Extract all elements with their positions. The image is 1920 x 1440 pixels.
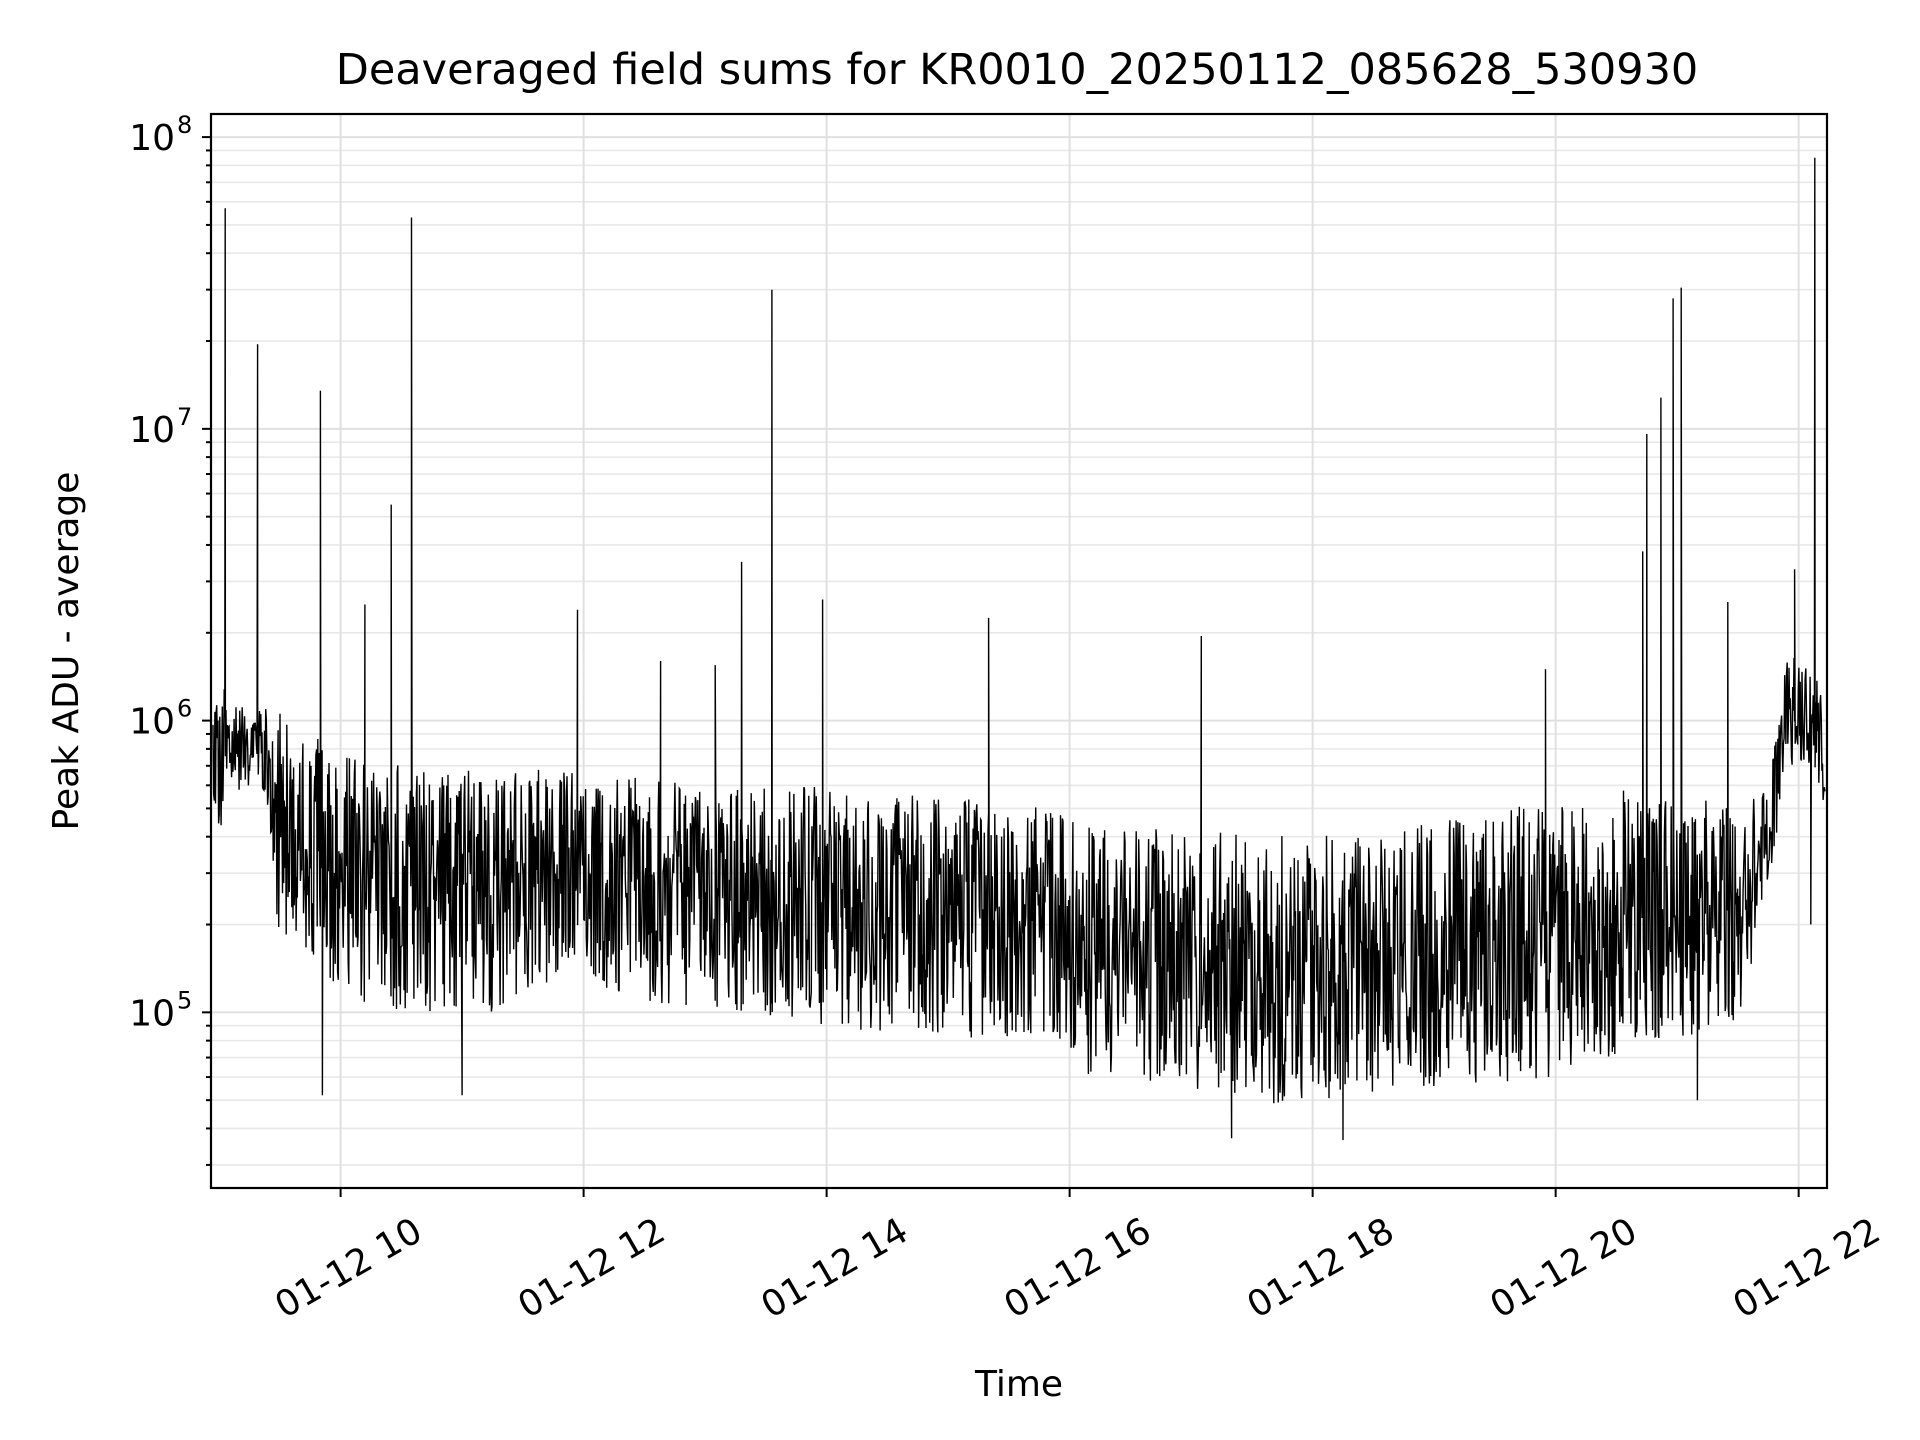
series-layer <box>212 157 1826 1141</box>
y-tick-label: 10 <box>129 702 175 743</box>
y-tick-exponent: 5 <box>177 986 192 1014</box>
y-tick-exponent: 6 <box>177 695 192 723</box>
y-tick-label: 10 <box>129 410 175 451</box>
chart-title: Deaveraged field sums for KR0010_2025011… <box>336 45 1699 95</box>
x-axis-label: Time <box>974 1364 1063 1405</box>
y-tick-label: 10 <box>129 993 175 1034</box>
y-tick-exponent: 8 <box>177 111 192 139</box>
y-axis-label: Peak ADU - average <box>46 472 87 831</box>
y-tick-exponent: 7 <box>177 403 192 431</box>
series-line <box>212 157 1826 1141</box>
plot-frame <box>209 112 1829 1190</box>
y-tick-label: 10 <box>129 118 175 159</box>
